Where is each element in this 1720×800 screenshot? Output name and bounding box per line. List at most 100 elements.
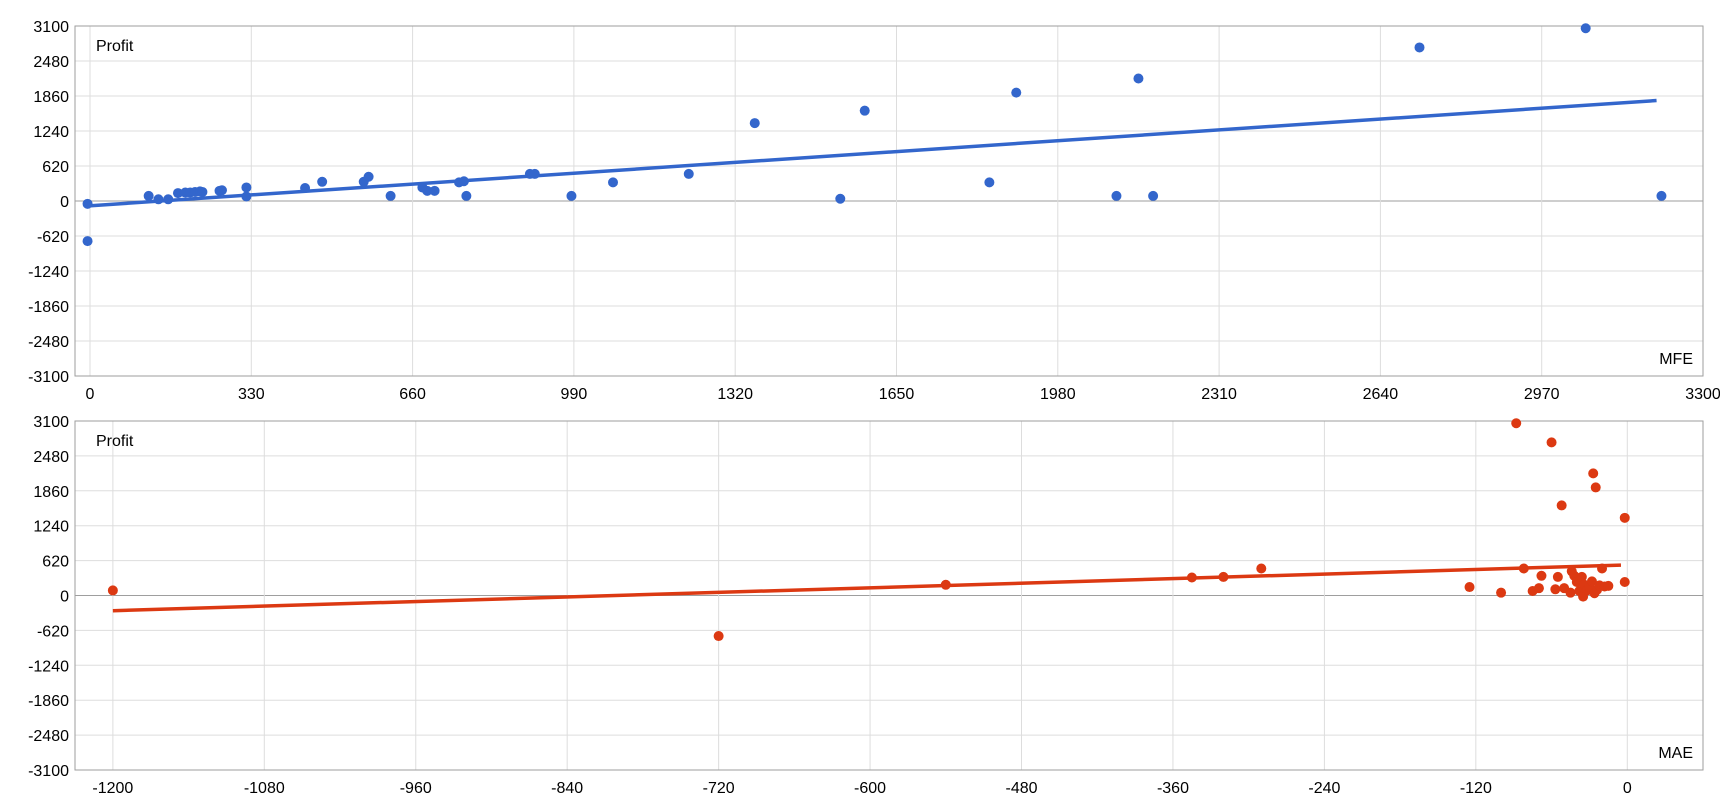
data-point [859, 105, 870, 116]
y-tick-label: -3100 [28, 763, 69, 780]
x-tick-label: 0 [86, 386, 95, 403]
y-tick-label: -1240 [28, 658, 69, 675]
data-point [683, 168, 694, 179]
data-point [1148, 190, 1159, 201]
data-point [1576, 571, 1587, 582]
data-point [1580, 23, 1591, 34]
data-point [385, 190, 396, 201]
data-point [1603, 580, 1614, 591]
x-tick-label: 330 [238, 386, 265, 403]
y-tick-label: -620 [37, 229, 69, 246]
data-point [1597, 563, 1608, 574]
data-point [1546, 437, 1557, 448]
data-point [458, 176, 469, 187]
data-point [1588, 468, 1599, 479]
x-tick-label: 2640 [1363, 386, 1399, 403]
data-point [300, 183, 311, 194]
x-tick-label: -1080 [244, 780, 285, 797]
data-point [363, 171, 374, 182]
plot-frame [74, 420, 1704, 771]
data-point [608, 177, 619, 188]
data-point [1619, 576, 1630, 587]
x-tick-label: -720 [703, 780, 735, 797]
x-tick-label: -600 [854, 780, 886, 797]
data-point [529, 168, 540, 179]
trend-line [112, 563, 1622, 613]
data-point [82, 198, 93, 209]
data-point [835, 193, 846, 204]
x-tick-label: 2310 [1201, 386, 1237, 403]
y-axis-label: Profit [96, 38, 134, 55]
data-point [1656, 190, 1667, 201]
y-tick-label: -1860 [28, 693, 69, 710]
data-point [1464, 582, 1475, 593]
y-tick-label: -1860 [28, 299, 69, 316]
x-tick-label: -120 [1460, 780, 1492, 797]
x-tick-label: -360 [1157, 780, 1189, 797]
y-tick-label: 1860 [33, 89, 69, 106]
data-point [153, 194, 164, 205]
x-tick-label: -240 [1308, 780, 1340, 797]
data-point [82, 236, 93, 247]
y-tick-label: 1240 [33, 124, 69, 141]
x-tick-label: 1980 [1040, 386, 1076, 403]
data-point [241, 182, 252, 193]
data-point [1133, 73, 1144, 84]
x-tick-label: 1320 [717, 386, 753, 403]
data-point [1586, 576, 1597, 587]
data-point [1536, 570, 1547, 581]
x-tick-label: 3300 [1685, 386, 1720, 403]
y-tick-label: -2480 [28, 334, 69, 351]
data-point [1533, 583, 1544, 594]
chart-panel-2: 3100 2480 1860 1240 620 0 -620 -1240 -1860 -2480 -… [28, 414, 1704, 797]
data-point [241, 191, 252, 202]
x-tick-label: -480 [1005, 780, 1037, 797]
data-point [1518, 563, 1529, 574]
data-point [1550, 584, 1561, 595]
trend-line [84, 98, 1657, 208]
y-tick-label: -2480 [28, 728, 69, 745]
data-point [143, 190, 154, 201]
data-point [1619, 512, 1630, 523]
data-point [984, 177, 995, 188]
x-tick-label: -840 [551, 780, 583, 797]
x-tick-label: -1200 [92, 780, 133, 797]
y-tick-label: 620 [42, 554, 69, 571]
data-point [1111, 190, 1122, 201]
y-tick-label: -3100 [28, 369, 69, 386]
y-tick-label: 0 [60, 194, 69, 211]
x-axis-label: MFE [1659, 351, 1693, 368]
data-point [749, 118, 760, 129]
y-tick-label: 3100 [33, 19, 69, 36]
data-point [1590, 482, 1601, 493]
data-point [1256, 563, 1267, 574]
y-axis-label: Profit [96, 433, 134, 450]
data-point [422, 185, 433, 196]
data-point [1565, 587, 1576, 598]
x-tick-label: 2970 [1524, 386, 1560, 403]
data-point [1186, 572, 1197, 583]
x-tick-label: 660 [399, 386, 426, 403]
data-point [1218, 571, 1229, 582]
y-tick-label: 2480 [33, 449, 69, 466]
x-tick-label: -960 [400, 780, 432, 797]
data-point [107, 585, 118, 596]
data-point [940, 579, 951, 590]
y-tick-label: 1240 [33, 519, 69, 536]
x-tick-label: 1650 [879, 386, 915, 403]
plot-frame [74, 25, 1704, 377]
y-tick-label: 2480 [33, 54, 69, 71]
data-point [1414, 42, 1425, 53]
data-point [429, 185, 440, 196]
data-point [566, 190, 577, 201]
data-point [317, 176, 328, 187]
data-point [172, 188, 183, 199]
y-tick-label: 0 [60, 589, 69, 606]
data-point [163, 194, 174, 205]
chart-panel-1: 3100 2480 1860 1240 620 0 -620 -1240 -1860 -2480 -… [28, 19, 1720, 403]
y-tick-label: -1240 [28, 264, 69, 281]
x-axis-label: MAE [1658, 745, 1693, 762]
data-point [197, 186, 208, 197]
y-tick-label: 3100 [33, 414, 69, 431]
